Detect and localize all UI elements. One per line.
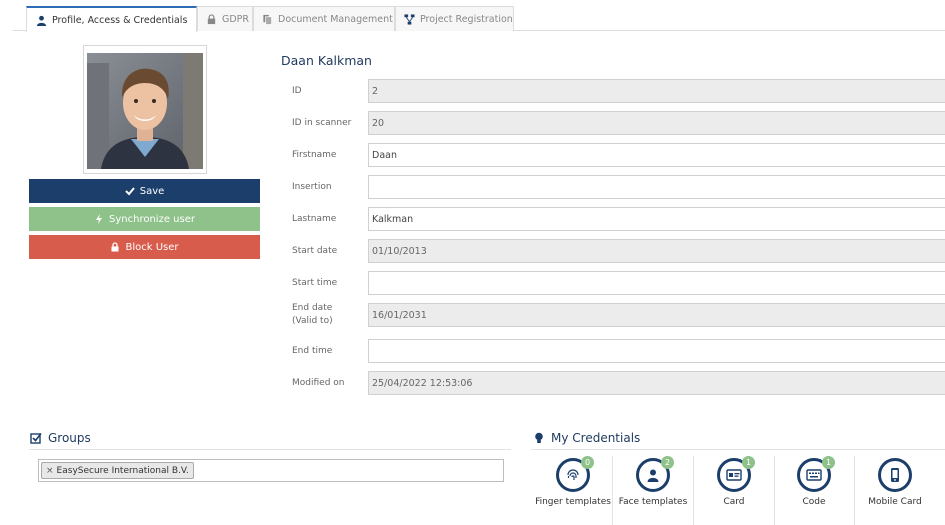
field-label: Lastname xyxy=(292,213,337,224)
person-name: Daan Kalkman xyxy=(281,53,372,68)
modified-on-field: 25/04/2022 12:53:06 xyxy=(368,371,945,395)
divider xyxy=(29,449,511,450)
mobile-icon xyxy=(878,458,912,492)
save-button[interactable]: Save xyxy=(29,179,260,203)
save-button-label: Save xyxy=(139,185,165,197)
count-badge: 1 xyxy=(822,456,835,469)
field-row-insertion: Insertion xyxy=(282,175,945,199)
divider xyxy=(693,456,694,525)
credential-face-templates[interactable]: 2 Face templates xyxy=(613,456,693,525)
field-label: End time xyxy=(292,345,333,356)
user-icon xyxy=(35,14,47,26)
tab-bar: Profile, Access & Credentials GDPR Docum… xyxy=(13,0,945,32)
credentials-heading: My Credentials xyxy=(533,431,640,445)
start-time-field[interactable] xyxy=(368,271,945,295)
checkbox-icon xyxy=(30,433,42,444)
credential-label: Code xyxy=(802,497,826,507)
remove-icon[interactable]: × xyxy=(46,465,54,476)
field-label: End date (Valid to) xyxy=(292,303,333,326)
divider xyxy=(612,456,613,525)
tab-gdpr[interactable]: GDPR xyxy=(197,6,253,31)
field-row-firstname: Firstname Daan xyxy=(282,143,945,167)
id-in-scanner-field: 20 xyxy=(368,111,945,135)
count-badge: 0 xyxy=(581,456,594,469)
synchronize-user-label: Synchronize user xyxy=(109,213,195,225)
group-chip: × EasySecure International B.V. xyxy=(41,462,194,479)
groups-heading: Groups xyxy=(30,431,91,445)
tab-label: Document Management xyxy=(278,13,393,25)
divider xyxy=(774,456,775,525)
field-label: Start time xyxy=(292,277,338,288)
documents-icon xyxy=(262,13,273,25)
end-date-field: 16/01/2031 xyxy=(368,303,945,327)
field-label: Start date xyxy=(292,245,338,256)
field-row-lastname: Lastname Kalkman xyxy=(282,207,945,231)
field-label: Modified on xyxy=(292,377,345,388)
count-badge: 1 xyxy=(742,456,755,469)
divider xyxy=(854,456,855,525)
credentials-title: My Credentials xyxy=(551,431,641,445)
credential-card[interactable]: 1 Card xyxy=(694,456,774,525)
field-label: Insertion xyxy=(292,181,332,192)
sitemap-icon xyxy=(404,13,415,25)
start-date-field: 01/10/2013 xyxy=(368,239,945,263)
field-row-modified-on: Modified on 25/04/2022 12:53:06 xyxy=(282,371,945,395)
tab-document-management[interactable]: Document Management xyxy=(253,6,395,31)
tab-project-registration[interactable]: Project Registration xyxy=(395,6,514,31)
credential-finger-templates[interactable]: 0 Finger templates xyxy=(533,456,613,525)
credential-label: Mobile Card xyxy=(868,497,922,507)
group-chip-label: EasySecure International B.V. xyxy=(56,465,189,476)
id-field: 2 xyxy=(368,79,945,103)
credential-label: Face templates xyxy=(618,497,688,507)
field-row-id-in-scanner: ID in scanner 20 xyxy=(282,111,945,135)
check-icon xyxy=(125,187,135,196)
groups-title: Groups xyxy=(48,431,91,445)
lock-icon xyxy=(111,242,119,252)
field-row-start-date: Start date 01/10/2013 xyxy=(282,239,945,263)
lightbulb-icon xyxy=(535,432,543,443)
profile-photo xyxy=(87,53,203,169)
field-label: ID xyxy=(292,85,302,96)
credential-mobile-card[interactable]: Mobile Card xyxy=(855,456,935,525)
field-row-id: ID 2 xyxy=(282,79,945,103)
field-row-end-time: End time xyxy=(282,339,945,363)
tab-label: Project Registration xyxy=(420,13,513,25)
tab-label: Profile, Access & Credentials xyxy=(52,14,188,26)
profile-photo-frame[interactable] xyxy=(83,45,207,174)
credential-code[interactable]: 1 Code xyxy=(774,456,854,525)
gdpr-icon xyxy=(206,13,217,25)
block-user-label: Block User xyxy=(125,241,179,253)
groups-select[interactable]: × EasySecure International B.V. xyxy=(38,459,504,482)
field-row-end-date: End date (Valid to) 16/01/2031 xyxy=(282,303,945,327)
credential-label: Card xyxy=(723,497,745,507)
insertion-field[interactable] xyxy=(368,175,945,199)
tab-label: GDPR xyxy=(222,13,250,25)
field-label: Firstname xyxy=(292,149,337,160)
tab-profile[interactable]: Profile, Access & Credentials xyxy=(26,6,197,32)
synchronize-user-button[interactable]: Synchronize user xyxy=(29,207,260,231)
end-time-field[interactable] xyxy=(368,339,945,363)
block-user-button[interactable]: Block User xyxy=(29,235,260,259)
bolt-icon xyxy=(96,214,103,224)
field-row-start-time: Start time xyxy=(282,271,945,295)
credential-label: Finger templates xyxy=(535,497,611,507)
lastname-field[interactable]: Kalkman xyxy=(368,207,945,231)
firstname-field[interactable]: Daan xyxy=(368,143,945,167)
count-badge: 2 xyxy=(661,456,674,469)
divider xyxy=(531,449,945,450)
field-label: ID in scanner xyxy=(292,117,352,128)
